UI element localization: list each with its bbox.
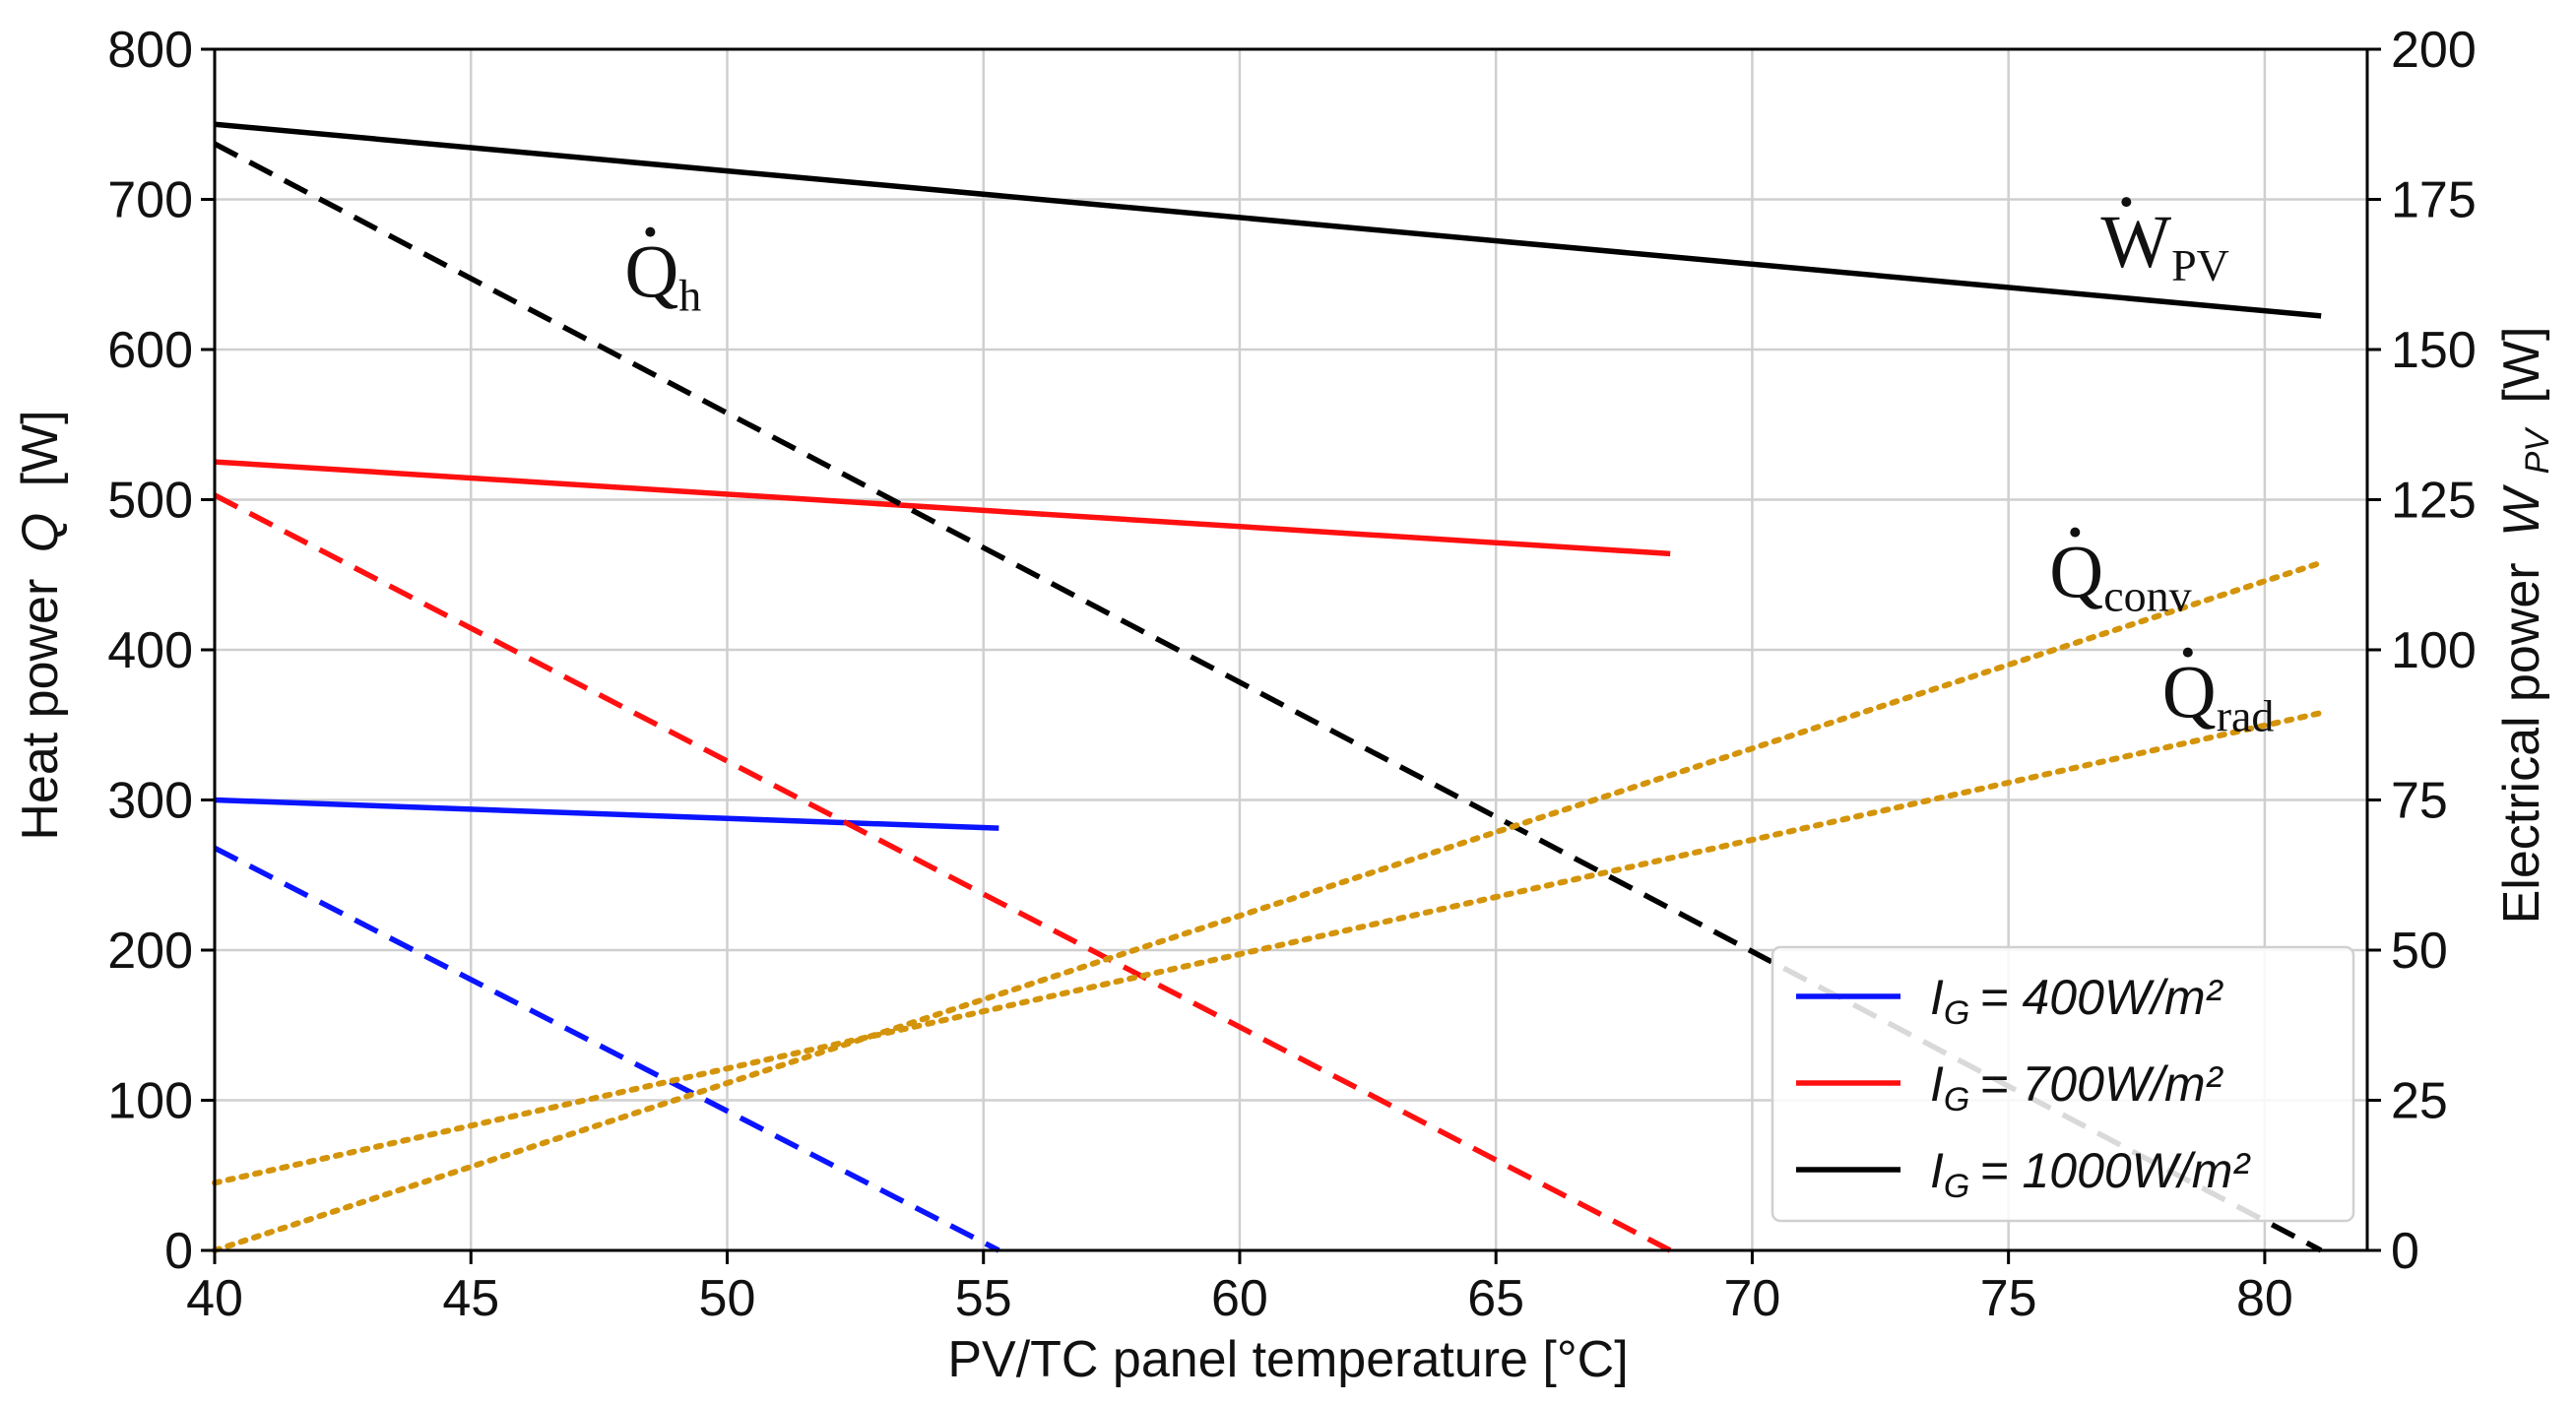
series-line-3 [213, 845, 1000, 1253]
series-line-6 [212, 559, 2325, 1253]
y-left-tick-label: 600 [107, 322, 193, 379]
series-group [212, 121, 2325, 1253]
y-left-tick-label: 500 [107, 473, 193, 530]
annotation-main: Q [624, 231, 678, 314]
y-right-tick-label: 200 [2391, 22, 2477, 79]
annotation-main: Q [2162, 652, 2217, 734]
y-right-tick-label: 50 [2391, 923, 2448, 980]
annotation-sub: rad [2217, 691, 2275, 741]
annotation-qconv: Qconv [2049, 532, 2191, 621]
annotation-qrad: Qrad [2162, 652, 2275, 741]
y-left-label-unit: [W] [12, 410, 69, 486]
annotation-main: Q [2049, 532, 2103, 614]
y-right-tick-label: 100 [2391, 622, 2477, 679]
y-left-tick-label: 200 [107, 923, 193, 980]
annotation-dot [2182, 647, 2193, 658]
annotation-dot [2121, 197, 2132, 208]
x-tick-label: 45 [442, 1270, 499, 1327]
x-tick-label: 70 [1724, 1270, 1781, 1327]
x-tick-label: 40 [186, 1270, 243, 1327]
y-left-tick-label: 0 [164, 1223, 193, 1280]
annotation-qh: Qh [624, 231, 701, 321]
x-tick-label: 75 [1980, 1270, 2037, 1327]
annotation-sub: PV [2171, 240, 2229, 290]
y-right-label-symbol: W [2493, 483, 2550, 537]
y-left-label-symbol: Q [12, 513, 69, 552]
y-left-tick-label: 400 [107, 622, 193, 679]
legend-entry-1: IG = 700W/m² [1930, 1056, 2224, 1118]
x-tick-label: 60 [1211, 1270, 1268, 1327]
y-right-tick-label: 25 [2391, 1073, 2448, 1130]
y-right-label-sub: PV [2519, 426, 2556, 475]
x-tick-label: 55 [955, 1270, 1012, 1327]
y-left-axis-label: Heat power Q [W] [12, 410, 69, 840]
ticks: 40 45 50 55 60 65 70 75 800100200300400500600700… [107, 22, 2477, 1327]
legend-box [1771, 945, 2355, 1223]
x-axis-label: PV/TC panel temperature [°C] [947, 1331, 1628, 1388]
y-right-tick-label: 150 [2391, 322, 2477, 379]
y-right-label-unit: [W] [2493, 327, 2550, 404]
annotation-dot [645, 226, 656, 237]
series-line-2 [214, 121, 2322, 319]
annotation-dot [2070, 527, 2081, 538]
y-right-tick-label: 0 [2391, 1223, 2419, 1280]
legend-entry-0: IG = 400W/m² [1930, 970, 2224, 1032]
y-right-tick-label: 75 [2391, 773, 2448, 830]
y-right-axis-label: Electrical power W PV [W] [2493, 327, 2560, 925]
annotation-main: W [2100, 201, 2171, 284]
y-left-tick-label: 800 [107, 22, 193, 79]
y-right-tick-label: 175 [2391, 172, 2477, 229]
series-line-1 [214, 459, 1671, 557]
x-tick-label: 65 [1467, 1270, 1524, 1327]
x-tick-label: 80 [2236, 1270, 2293, 1327]
y-right-label-prefix: Electrical power [2493, 562, 2550, 924]
annotation-wpv: WPV [2100, 201, 2229, 290]
y-left-label-prefix: Heat power [12, 579, 69, 841]
series-line-0 [214, 797, 999, 831]
legend-entry-2: IG = 1000W/m² [1930, 1143, 2251, 1205]
annotation-sub: h [678, 271, 701, 321]
annotation-sub: conv [2103, 571, 2191, 621]
series-line-7 [212, 710, 2325, 1186]
y-left-tick-label: 300 [107, 773, 193, 830]
legend: IG = 400W/m² IG = 700W/m² IG = 1000W/m² [1771, 945, 2355, 1223]
x-tick-label: 50 [699, 1270, 756, 1327]
y-left-tick-label: 100 [107, 1073, 193, 1130]
y-right-tick-label: 125 [2391, 473, 2477, 530]
y-left-tick-label: 700 [107, 172, 193, 229]
